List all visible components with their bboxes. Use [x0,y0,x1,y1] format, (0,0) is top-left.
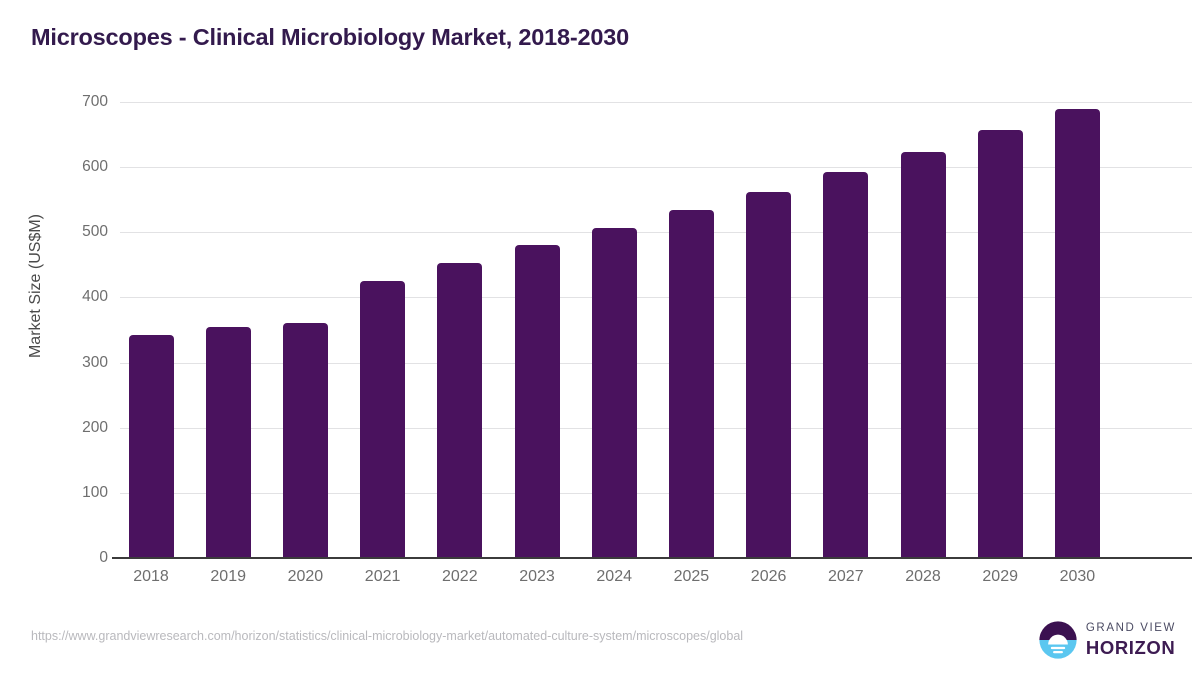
bar [668,210,714,558]
x-tick-label: 2029 [982,568,1018,585]
bar [1054,109,1100,558]
gridline [120,427,1192,429]
bar [360,281,406,558]
bar [205,326,251,558]
x-tick-label: 2020 [287,568,324,585]
gridline [120,232,1192,234]
x-tick-label: 2028 [905,568,941,585]
gridline [120,297,1192,299]
y-tick-label: 400 [82,288,108,306]
x-tick-label: 2024 [596,568,632,585]
brand-logo: GRAND VIEW HORIZON [1039,620,1176,660]
x-tick-label: 2021 [364,568,401,585]
x-tick-label: 2022 [442,568,478,585]
logo-line-grand-view: GRAND VIEW [1085,622,1176,634]
gridline [120,362,1192,364]
y-tick-label: 700 [82,93,108,110]
logo-wordmark: GRAND VIEW HORIZON [1085,622,1176,658]
page-title: Microscopes - Clinical Microbiology Mark… [31,24,630,50]
bar [746,191,792,558]
bar [900,152,946,558]
bar [514,245,560,558]
x-tick-label: 2026 [750,568,787,585]
grand-view-horizon-logo-icon [1039,621,1077,659]
y-tick-label: 0 [99,549,108,566]
y-axis-title: Market Size (US$M) [27,213,44,359]
gridline [120,167,1192,169]
plot-area [120,102,1192,559]
bar [128,334,174,558]
y-tick-label: 600 [82,158,108,176]
bar [977,130,1023,558]
x-tick-label: 2019 [210,568,246,585]
y-tick-label: 200 [82,418,108,436]
bar [282,323,328,558]
x-tick-label: 2025 [673,568,710,585]
gridline [120,492,1192,494]
x-tick-label: 2018 [133,568,169,585]
y-tick-label: 100 [82,483,108,501]
bar [437,262,483,558]
bar [591,228,637,558]
bar [823,172,869,558]
logo-line-horizon: HORIZON [1085,636,1176,658]
x-tick-label: 2027 [828,568,864,585]
y-tick-label: 300 [82,353,108,371]
x-tick-label: 2030 [1059,568,1096,585]
x-tick-label: 2023 [519,568,555,585]
x-axis-line [112,557,1192,559]
y-tick-label: 500 [82,223,108,241]
source-url: https://www.grandviewresearch.com/horizo… [31,629,744,643]
gridline [120,102,1192,103]
